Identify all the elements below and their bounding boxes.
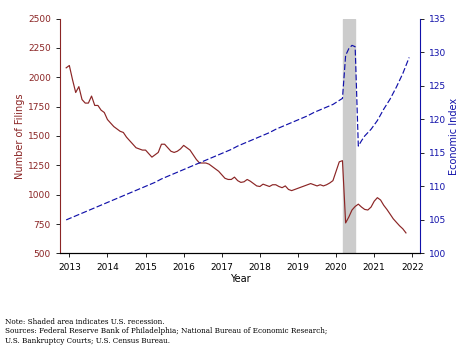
Text: Note: Shaded area indicates U.S. recession.
Sources: Federal Reserve Bank of Phi: Note: Shaded area indicates U.S. recessi… bbox=[5, 318, 327, 345]
Y-axis label: Number of Filings: Number of Filings bbox=[15, 93, 25, 179]
Bar bbox=[343, 18, 355, 253]
X-axis label: Year: Year bbox=[229, 274, 250, 284]
Y-axis label: Economic Index: Economic Index bbox=[449, 97, 459, 175]
